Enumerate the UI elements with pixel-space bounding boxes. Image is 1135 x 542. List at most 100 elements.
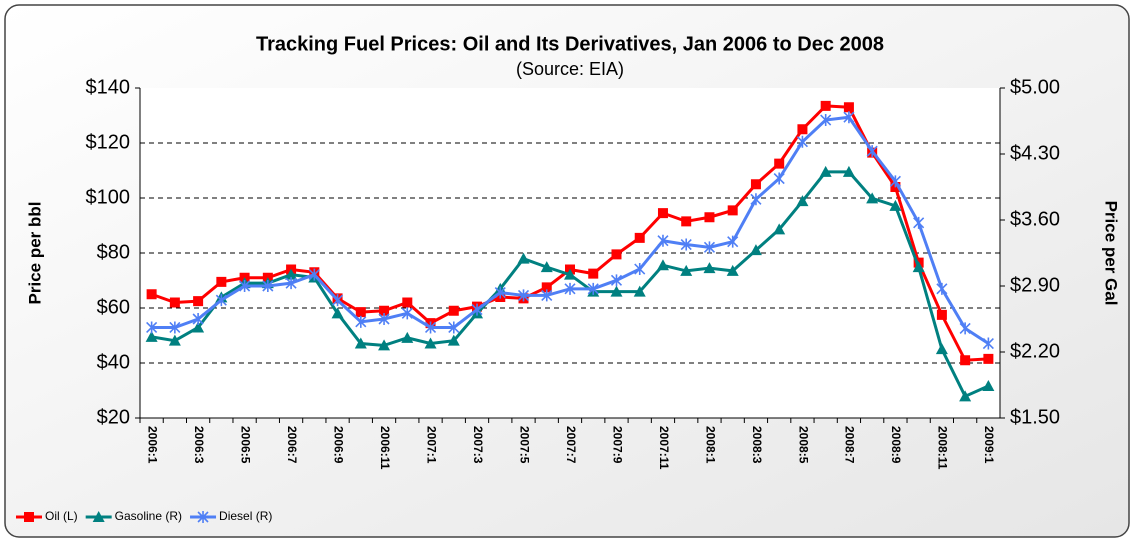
marker — [564, 268, 576, 280]
marker — [796, 135, 808, 148]
x-tick-label: 2008:7 — [843, 426, 857, 464]
marker — [960, 355, 971, 366]
marker — [239, 280, 251, 292]
marker — [866, 192, 879, 204]
y2-tick-label: $1.50 — [1010, 406, 1060, 428]
marker — [634, 232, 645, 243]
marker — [611, 249, 622, 260]
marker — [773, 172, 785, 185]
marker — [448, 321, 460, 334]
y-tick-label: $100 — [86, 186, 131, 208]
marker — [726, 264, 739, 276]
plot-area — [140, 88, 1000, 418]
marker — [402, 297, 413, 308]
y-tick-label: $40 — [97, 351, 130, 373]
marker — [842, 165, 855, 177]
marker — [656, 259, 669, 271]
marker — [331, 307, 344, 319]
marker — [169, 297, 180, 308]
marker — [913, 216, 925, 229]
y-tick-label: $140 — [86, 76, 131, 98]
marker — [819, 165, 832, 177]
marker — [354, 337, 367, 349]
marker — [750, 179, 761, 190]
marker — [517, 252, 530, 264]
marker — [517, 289, 530, 302]
marker — [587, 282, 599, 295]
y-tick-label: $20 — [97, 406, 130, 428]
marker — [866, 145, 878, 158]
y2-tick-label: $2.90 — [1010, 274, 1060, 296]
chart-subtitle: (Source: EIA) — [516, 59, 624, 79]
marker — [749, 244, 762, 256]
marker — [285, 268, 298, 280]
marker — [703, 262, 716, 274]
y2-axis-title: Price per Gal — [1102, 201, 1121, 306]
marker — [982, 379, 995, 391]
legend-label: Gasoline (R) — [115, 509, 182, 523]
marker — [146, 321, 158, 334]
legend-marker — [197, 511, 209, 523]
marker — [378, 313, 390, 325]
x-tick-label: 2008:3 — [750, 426, 764, 464]
x-tick-label: 2008:5 — [796, 426, 810, 464]
marker — [843, 111, 855, 124]
marker — [634, 263, 646, 276]
legend-marker — [92, 511, 105, 522]
x-tick-label: 2006:1 — [145, 426, 159, 464]
y-tick-label: $60 — [97, 296, 130, 318]
marker — [750, 193, 762, 206]
marker — [657, 234, 669, 247]
marker — [169, 321, 181, 334]
marker — [727, 235, 739, 248]
marker — [262, 280, 274, 292]
y-axis-title: Price per bbl — [25, 202, 44, 305]
marker — [774, 158, 785, 169]
marker — [982, 337, 994, 350]
marker — [332, 294, 344, 307]
marker — [657, 208, 668, 219]
marker — [820, 100, 831, 111]
marker — [912, 261, 925, 273]
marker — [168, 334, 181, 346]
y2-tick-label: $4.30 — [1010, 142, 1060, 164]
x-tick-label: 2006:7 — [285, 426, 299, 464]
marker — [192, 313, 204, 325]
marker — [588, 268, 599, 279]
marker — [448, 305, 459, 316]
marker — [680, 264, 693, 276]
marker — [378, 339, 391, 351]
marker — [936, 282, 948, 295]
marker — [216, 276, 227, 287]
marker — [843, 102, 854, 113]
marker — [889, 175, 901, 188]
x-tick-label: 2007:1 — [424, 426, 438, 464]
y2-tick-label: $2.20 — [1010, 340, 1060, 362]
marker — [401, 307, 413, 320]
marker — [193, 296, 204, 307]
y2-tick-label: $5.00 — [1010, 76, 1060, 98]
chart-title: Tracking Fuel Prices: Oil and Its Deriva… — [256, 33, 884, 55]
marker — [703, 241, 716, 254]
marker — [401, 331, 414, 343]
x-tick-label: 2008:11 — [936, 426, 950, 470]
marker — [889, 199, 902, 211]
marker — [494, 286, 506, 299]
marker — [355, 315, 367, 328]
x-tick-label: 2006:11 — [378, 426, 392, 470]
x-tick-label: 2007:11 — [657, 426, 671, 470]
marker — [935, 343, 948, 355]
x-tick-label: 2008:9 — [889, 426, 903, 464]
x-tick-label: 2007:5 — [517, 426, 531, 464]
x-tick-label: 2006:5 — [238, 426, 252, 464]
marker — [564, 282, 576, 295]
marker — [424, 337, 437, 349]
marker — [379, 305, 390, 316]
marker — [704, 212, 715, 223]
marker — [541, 282, 552, 293]
marker — [633, 285, 646, 297]
marker — [796, 195, 809, 207]
marker — [797, 124, 808, 135]
marker — [146, 289, 157, 300]
marker — [308, 268, 320, 281]
